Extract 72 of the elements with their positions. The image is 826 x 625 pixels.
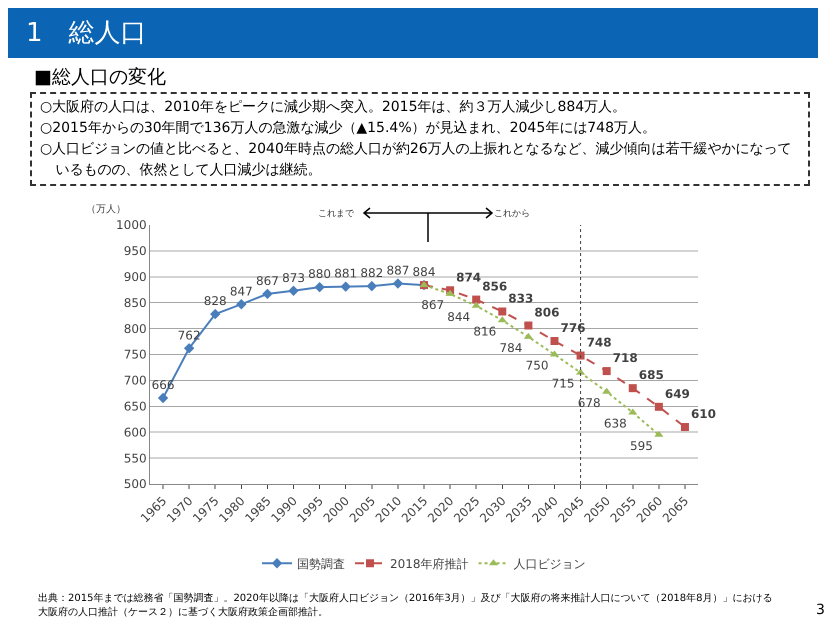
data-label: 610: [690, 407, 716, 422]
data-label: 882: [360, 266, 384, 280]
data-label: 678: [578, 396, 601, 410]
point: [262, 288, 273, 300]
y-tick-label: 600: [124, 425, 147, 440]
y-tick-label: 950: [124, 244, 147, 258]
point: [628, 384, 637, 392]
point: [602, 367, 611, 376]
text: ○大阪府の人口は、2010年をピークに減少期へ突入。2015年は、約３万人減少し884万人。: [40, 98, 628, 117]
data-label: 887: [386, 264, 410, 278]
y-tick-label: 550: [124, 451, 147, 466]
legend-label: 2018年府推計: [390, 556, 469, 571]
data-label: 649: [664, 386, 690, 401]
point: [680, 423, 689, 432]
source-note: 出典：2015年までは総務省「国勢調査」。2020年以降は「大阪府人口ビジョン（2016年3月）」及び「大阪府の将来推計人口について（2018年8月）」における大阪府の人口推計（ケース２）に基づく大阪府政策企画部推計。: [38, 592, 774, 620]
chart-subtitle: ■総人口の変化: [34, 65, 166, 90]
data-label: 867: [421, 298, 444, 312]
point: [472, 296, 480, 304]
data-label: 833: [508, 292, 534, 306]
data-label: 762: [178, 328, 201, 342]
point: [236, 299, 247, 310]
point: [392, 278, 404, 289]
point: [498, 308, 506, 316]
data-label: 806: [534, 305, 560, 320]
data-label: 880: [308, 267, 332, 282]
data-label: 816: [473, 324, 496, 338]
text: ○2015年からの30年間で136万人の急激な減少（▲15.4%）が見込まれ、2045年には748万人。: [40, 119, 657, 138]
point: [366, 280, 378, 292]
text: これから: [494, 208, 530, 220]
data-label: 638: [604, 416, 627, 431]
data-label: 873: [282, 270, 305, 285]
data-label: 748: [586, 336, 612, 350]
data-label: 884: [412, 265, 436, 280]
point: [158, 392, 168, 404]
chart-title: 1 総人口: [8, 8, 818, 58]
data-label: 776: [560, 321, 586, 336]
data-label: 828: [204, 294, 227, 308]
data-label: 595: [630, 438, 653, 453]
point: [184, 343, 194, 354]
data-label: 881: [334, 266, 358, 281]
y-tick-label: 1000: [116, 218, 147, 232]
y-tick-label: 650: [124, 400, 147, 414]
point: [576, 352, 585, 360]
data-label: 750: [526, 358, 548, 372]
y-tick-label: 850: [124, 296, 147, 310]
legend-label: 国勢調査: [297, 556, 345, 571]
data-label: 856: [482, 280, 508, 294]
y-tick-label: 800: [124, 322, 147, 336]
point: [314, 282, 325, 292]
data-label: 867: [256, 274, 279, 288]
legend-label: 人口ビジョン: [514, 556, 586, 571]
point: [654, 402, 663, 411]
data-label: 685: [638, 368, 664, 382]
y-tick-label: 750: [124, 348, 147, 362]
point: [524, 321, 532, 330]
data-label: 718: [612, 351, 638, 366]
point: [210, 308, 220, 320]
data-label: 874: [456, 270, 482, 284]
data-label: 715: [552, 376, 575, 391]
y-axis-title: （万人）: [86, 204, 126, 215]
text: 3: [816, 602, 825, 618]
y-tick-label: 700: [124, 374, 147, 388]
text: これまで: [318, 208, 354, 220]
point: [550, 337, 558, 346]
y-tick-label: 500: [124, 477, 147, 492]
point: [288, 286, 299, 296]
data-label: 847: [230, 284, 253, 298]
data-label: 844: [447, 310, 470, 324]
y-tick-label: 900: [124, 270, 147, 284]
data-label: 784: [499, 340, 522, 355]
text: ○人口ビジョンの値と比べると、2040年時点の総人口が約26万人の上振れとなるなど、減少傾向は若干緩やかになっているものの、依然として人口減少は継続。: [40, 140, 793, 180]
point: [340, 281, 351, 292]
